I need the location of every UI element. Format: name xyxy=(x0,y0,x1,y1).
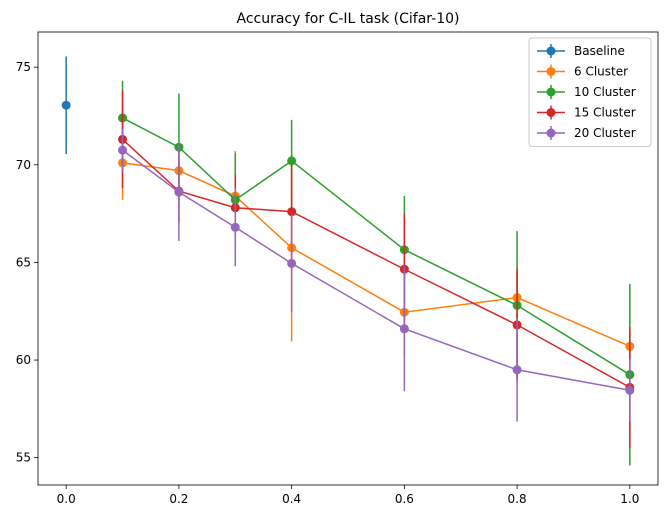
legend-label: 6 Cluster xyxy=(574,65,628,79)
series-4 xyxy=(118,128,635,422)
data-point xyxy=(287,156,297,166)
data-point xyxy=(512,365,522,375)
axes-frame xyxy=(37,31,659,486)
data-point xyxy=(399,324,409,334)
legend-label: 15 Cluster xyxy=(574,106,636,120)
y-tick-label: 75 xyxy=(16,60,31,74)
chart-title: Accuracy for C-IL task (Cifar-10) xyxy=(236,11,459,27)
legend-item: Baseline xyxy=(537,44,625,58)
legend-item: 10 Cluster xyxy=(537,85,636,99)
legend-label: 20 Cluster xyxy=(574,126,636,140)
legend-label: 10 Cluster xyxy=(574,85,636,99)
legend-item: 15 Cluster xyxy=(537,105,636,120)
axes: 0.0 0.2 0.4 0.6 0.8 1.0 55 60 65 70 75 xyxy=(16,60,640,506)
x-tick-label: 0.4 xyxy=(282,492,301,506)
legend-marker xyxy=(546,67,556,76)
x-tick-label: 0.6 xyxy=(395,492,414,506)
series-0 xyxy=(61,56,71,155)
legend-marker xyxy=(546,108,556,117)
y-tick-label: 60 xyxy=(16,353,31,367)
x-tick-label: 0.8 xyxy=(508,492,527,506)
y-tick-label: 65 xyxy=(16,255,31,269)
y-tick-label: 55 xyxy=(16,451,31,465)
legend-box xyxy=(528,37,652,147)
x-tick-label: 0.2 xyxy=(169,492,188,506)
data-point xyxy=(230,222,240,232)
x-tick-label: 1.0 xyxy=(620,492,639,506)
x-tick-label: 0.0 xyxy=(57,492,76,506)
legend-marker xyxy=(546,128,556,138)
legend-marker xyxy=(546,87,556,97)
data-point xyxy=(61,100,71,110)
y-tick-label: 70 xyxy=(16,158,31,172)
legend-item: 20 Cluster xyxy=(537,126,636,140)
data-point xyxy=(625,385,635,395)
data-point xyxy=(287,258,297,268)
plot-area xyxy=(61,56,635,466)
legend-item: 6 Cluster xyxy=(537,64,628,79)
legend-marker xyxy=(546,46,556,56)
data-point xyxy=(118,145,128,155)
data-point xyxy=(287,207,297,217)
data-point xyxy=(174,187,184,197)
legend: Baseline 6 Cluster 10 Cluster 15 Cluster 20 … xyxy=(528,37,652,147)
legend-label: Baseline xyxy=(574,44,625,58)
